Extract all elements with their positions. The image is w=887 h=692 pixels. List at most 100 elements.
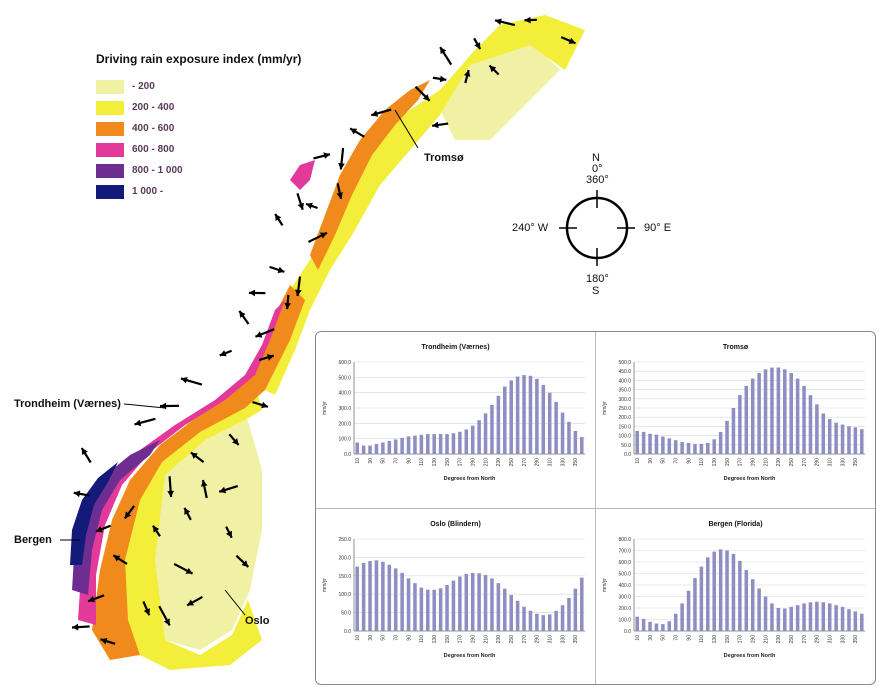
x-tick-label: 350	[853, 458, 859, 467]
x-tick-label: 30	[648, 635, 654, 641]
chart-bar	[515, 376, 520, 454]
y-tick-label: 250.0	[338, 537, 351, 543]
legend-item: 400 - 600	[96, 118, 301, 139]
panel-divider-horizontal	[316, 508, 875, 509]
x-tick-label: 70	[674, 458, 680, 464]
chart-bar	[840, 606, 845, 631]
chart-bar	[827, 603, 832, 631]
legend-item: 800 - 1 000	[96, 160, 301, 181]
x-tick-label: 230	[496, 458, 502, 467]
chart-bar	[361, 562, 366, 631]
x-tick-label: 130	[712, 458, 718, 467]
chart-bar	[860, 613, 864, 631]
legend-swatch	[96, 142, 124, 157]
chart-bar	[528, 610, 533, 631]
wind-arrow-icon	[463, 69, 471, 84]
chart-bar	[661, 436, 665, 454]
chart-bar	[445, 585, 449, 631]
x-tick-label: 210	[483, 635, 489, 644]
y-tick-label: 450.0	[618, 369, 631, 375]
chart-bar	[776, 367, 781, 454]
x-tick-label: 10	[635, 458, 641, 464]
chart-bar	[451, 433, 456, 454]
wind-arrow-icon	[186, 595, 203, 607]
wind-arrow-icon	[80, 447, 92, 464]
x-tick-label: 50	[661, 458, 667, 464]
chart-bar	[387, 440, 392, 454]
wind-arrow-icon	[248, 289, 266, 297]
chart-bar	[834, 605, 838, 631]
y-tick-label: 600.0	[618, 560, 631, 566]
chart-bar	[451, 580, 456, 631]
chart-plot: 0.0 50.0 100.0 150.0 200.0 250.0 300.0 350.0 400…	[602, 360, 865, 482]
x-tick-label: 150	[445, 635, 451, 644]
compass-east-label: 90° E	[644, 222, 672, 234]
x-tick-label: 10	[355, 635, 361, 641]
chart-bar	[573, 431, 578, 454]
y-tick-label: 150.0	[338, 574, 351, 580]
wind-arrow-icon	[183, 507, 192, 521]
city-label-oslo: Oslo	[245, 615, 270, 627]
chart-bar	[580, 577, 584, 631]
chart-bar	[847, 426, 851, 454]
y-tick-label: 500.0	[338, 375, 351, 381]
chart-bar	[554, 610, 558, 631]
compass-rose-icon	[559, 190, 635, 266]
wind-arrow-icon	[296, 192, 305, 211]
chart-bar	[580, 437, 584, 454]
chart-bar	[757, 373, 761, 454]
chart-bar	[515, 600, 520, 631]
wind-arrow-icon	[274, 213, 284, 226]
y-tick-label: 100.0	[338, 592, 351, 598]
x-tick-label: 310	[828, 458, 834, 467]
chart-bar	[522, 606, 526, 631]
chart-bar	[470, 572, 475, 631]
chart-tromso: Tromsø 0.0 50.0 100.0 150.0 200.0 250.0 300.0 3…	[596, 332, 875, 508]
x-tick-label: 270	[522, 458, 528, 467]
chart-bar	[490, 404, 494, 454]
y-tick-label: 150.0	[618, 424, 631, 430]
x-tick-label: 330	[840, 635, 846, 644]
chart-bar	[464, 573, 469, 631]
chart-bar	[393, 568, 398, 631]
wind-arrow-icon	[560, 36, 576, 45]
x-tick-label: 190	[751, 635, 757, 644]
chart-bar	[795, 378, 800, 454]
chart-bar	[699, 443, 704, 454]
chart-bergen: Bergen (Florida) 0.0 100.0 200.0 300.0 400.0…	[596, 509, 875, 684]
wind-arrow-icon	[87, 594, 105, 603]
chart-bar	[699, 566, 704, 631]
chart-bar	[426, 589, 430, 631]
y-tick-label: 400.0	[338, 391, 351, 397]
x-tick-label: 290	[815, 458, 821, 467]
chart-bar	[821, 602, 826, 631]
x-tick-label: 250	[789, 635, 795, 644]
chart-bar	[641, 618, 646, 631]
chart-bar	[547, 614, 552, 631]
wind-arrow-icon	[158, 605, 171, 626]
chart-bar	[470, 425, 475, 454]
chart-bar	[496, 395, 501, 454]
y-axis-label: mm/yr	[602, 578, 608, 592]
x-tick-label: 10	[355, 458, 361, 464]
chart-bar	[458, 431, 462, 454]
x-tick-label: 130	[432, 458, 438, 467]
compass-north-degrees-360: 360°	[586, 174, 609, 186]
x-axis-label: Degrees from North	[724, 653, 776, 659]
legend-items: - 200 200 - 400 400 - 600 600 - 800 800 - 1 …	[96, 76, 301, 202]
chart-bar	[770, 367, 774, 454]
y-tick-label: 200.0	[618, 606, 631, 612]
legend-item: 200 - 400	[96, 97, 301, 118]
x-tick-label: 230	[776, 458, 782, 467]
chart-bar	[860, 429, 864, 454]
chart-bar	[648, 433, 652, 454]
chart-bar	[522, 375, 526, 454]
y-tick-label: 350.0	[618, 388, 631, 394]
chart-plot: 0.0 100.0 200.0 300.0 400.0 500.0 600.0 700.0 80…	[602, 537, 865, 659]
wind-arrow-icon	[473, 37, 482, 50]
x-axis-label: Degrees from North	[724, 476, 776, 482]
compass-west-label: 240° W	[512, 222, 549, 234]
x-tick-label: 130	[712, 635, 718, 644]
x-tick-label: 210	[763, 635, 769, 644]
y-axis-label: mm/yr	[322, 401, 328, 415]
